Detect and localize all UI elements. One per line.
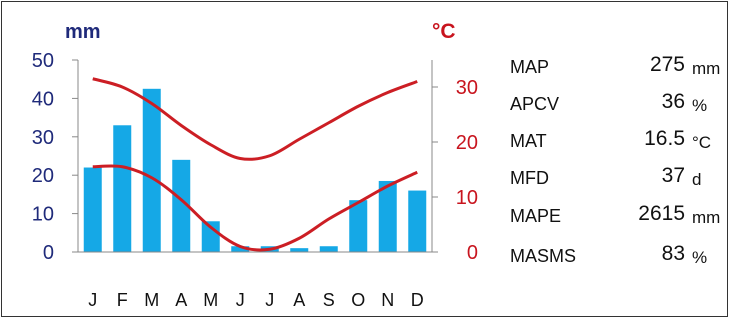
precipitation-bar [231,246,250,252]
precipitation-bar [172,159,191,252]
stat-value: 36 [662,90,685,113]
precipitation-bar [319,246,338,252]
precipitation-bar [113,125,132,252]
right-tick-label: 30 [456,77,478,99]
stat-unit: mm [692,208,720,227]
month-label: J [236,290,245,310]
stat-value: 37 [662,164,685,187]
month-label: N [381,290,394,310]
right-axis-unit: °C [432,20,456,43]
stat-name: MAPE [510,206,561,226]
stat-value: 83 [662,242,685,265]
month-label: A [175,290,187,310]
left-axis-ticks: 50 40 30 20 10 0 [32,50,78,264]
stat-value: 275 [650,53,685,76]
month-label: M [144,290,159,310]
month-label: J [88,290,97,310]
stat-unit: % [692,248,707,267]
right-tick-label: 0 [467,242,478,264]
right-axis-ticks: 30 20 10 0 [432,77,478,264]
month-label: J [265,290,274,310]
precipitation-bar [408,190,427,252]
max-temperature-line [92,77,418,161]
stat-unit: mm [692,59,720,78]
right-tick-label: 10 [456,187,478,209]
left-tick-label: 50 [32,50,54,72]
stat-name: MFD [510,168,549,188]
temperature-lines [92,77,418,252]
min-temperature-line [92,164,418,252]
stat-name: MASMS [510,246,576,266]
left-tick-label: 10 [32,204,54,226]
month-label: S [323,290,335,310]
axes [77,60,433,253]
stat-name: MAT [510,131,547,151]
precipitation-bar [142,88,161,252]
left-tick-label: 20 [32,165,54,187]
stat-value: 2615 [638,202,685,225]
month-label: D [411,290,424,310]
precipitation-bars [83,88,427,252]
left-tick-label: 40 [32,88,54,110]
left-axis-unit: mm [65,21,101,43]
stat-unit: % [692,96,707,115]
stat-name: APCV [510,94,559,114]
stat-unit: d [692,170,701,189]
month-label: O [351,290,365,310]
month-label: A [293,290,305,310]
precipitation-bar [349,200,368,252]
stat-name: MAP [510,57,549,77]
stat-unit: °C [692,133,711,152]
precipitation-bar [83,167,102,252]
right-tick-label: 20 [456,132,478,154]
precipitation-bar [290,248,309,252]
month-label: M [203,290,218,310]
stat-value: 16.5 [644,127,685,150]
climate-stats: MAP 275 mm APCV 36 % MAT 16.5 °C MFD 37 d MAPE 2615 mm… [510,53,720,267]
precipitation-bar [378,180,397,252]
month-label: F [117,290,128,310]
left-tick-label: 30 [32,127,54,149]
left-tick-label: 0 [43,242,54,264]
